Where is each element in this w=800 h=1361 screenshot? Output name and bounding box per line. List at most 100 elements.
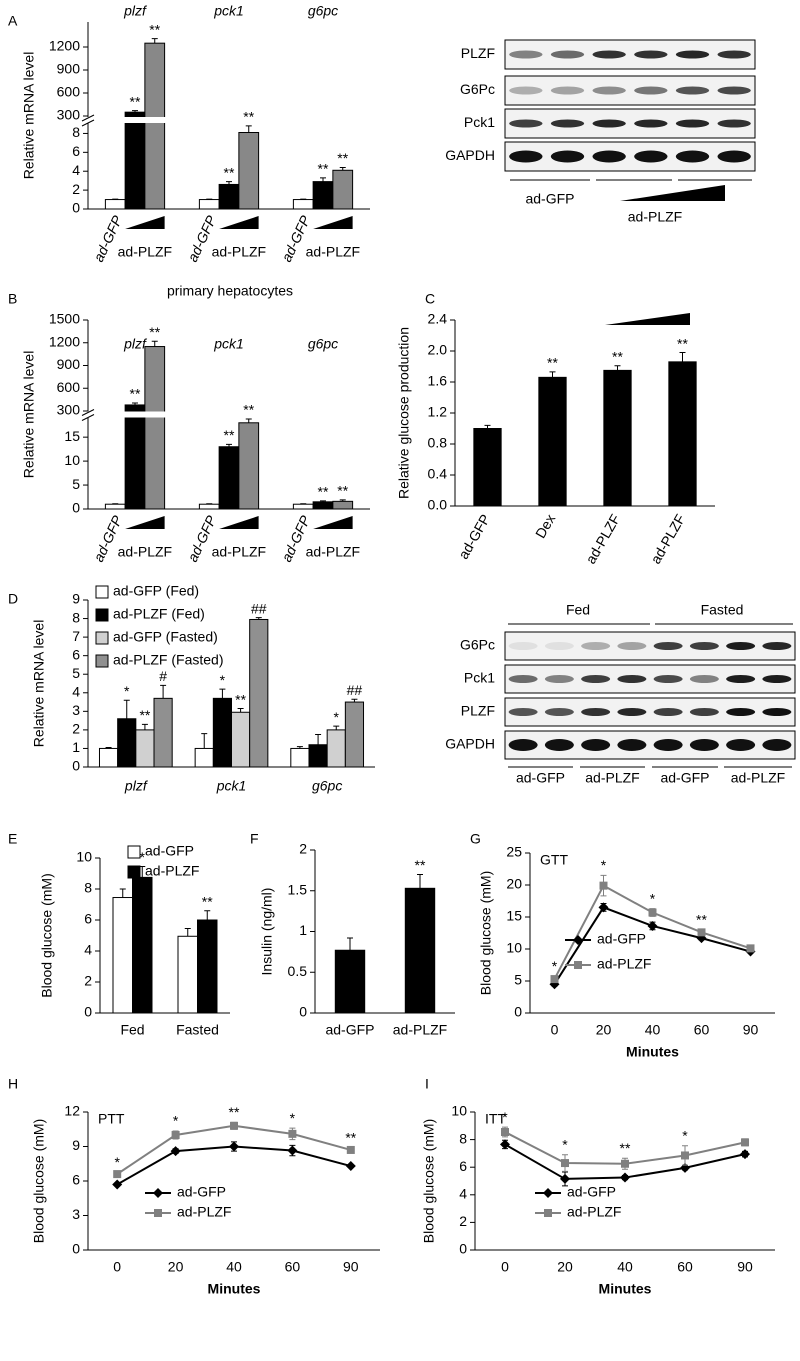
- blot-band: [634, 86, 668, 95]
- y-tick-label: 1.2: [428, 404, 448, 420]
- significance: ##: [251, 600, 267, 616]
- bar: [144, 42, 166, 210]
- blot-band: [592, 86, 626, 95]
- legend-swatch: [95, 585, 109, 599]
- blot-band: [717, 150, 751, 163]
- point: [573, 935, 583, 945]
- y-tick-label: 15: [64, 428, 80, 444]
- bar: [238, 422, 260, 510]
- bar: [312, 181, 334, 210]
- bar: [197, 919, 218, 1014]
- blot-row-label: PLZF: [461, 703, 495, 719]
- blot-band: [653, 675, 683, 683]
- legend-label: ad-GFP: [567, 1184, 616, 1200]
- point: [229, 1141, 239, 1152]
- axis-break-mark: [81, 114, 95, 127]
- y-axis-label: Insulin (ng/ml): [259, 888, 275, 976]
- dose-ramp: [620, 185, 725, 201]
- significance: **: [229, 1104, 240, 1120]
- blot-band: [717, 50, 751, 59]
- lane-label: ad-GFP: [525, 191, 574, 207]
- blot-band: [550, 86, 585, 95]
- y-tick-label: 4: [72, 683, 80, 699]
- y-tick-label: 6: [459, 1158, 467, 1174]
- error-bar: [351, 698, 358, 703]
- y-tick-label: 900: [57, 356, 81, 372]
- blot-band: [689, 739, 719, 751]
- panel-letter: C: [425, 291, 435, 307]
- blot-band: [653, 708, 683, 716]
- x-tick-label: 20: [168, 1259, 184, 1275]
- y-tick-label: 900: [57, 61, 81, 77]
- y-tick-label: 6: [72, 646, 80, 662]
- point: [599, 881, 608, 890]
- x-tick-label: 90: [343, 1259, 359, 1275]
- blot-row-label: G6Pc: [460, 637, 495, 653]
- blot-band: [544, 739, 574, 751]
- bar: [292, 199, 314, 210]
- y-tick-label: 8: [72, 609, 80, 625]
- legend-label: ad-PLZF (Fed): [113, 606, 205, 622]
- error-bar: [151, 38, 158, 44]
- y-tick-label: 1: [72, 739, 80, 755]
- significance: **: [337, 483, 348, 499]
- error-bar: [296, 746, 303, 749]
- error-bar: [184, 928, 191, 937]
- y-tick-label: 1.6: [428, 373, 448, 389]
- blot-band: [592, 150, 626, 163]
- lane-label: ad-GFP: [516, 770, 565, 786]
- point: [544, 1209, 552, 1217]
- bar: [212, 697, 232, 768]
- blot-band: [544, 642, 574, 650]
- significance: **: [696, 912, 707, 928]
- blot-band: [726, 642, 756, 650]
- y-tick-label: 600: [57, 84, 81, 100]
- blot-band: [675, 150, 710, 163]
- bar: [312, 501, 334, 510]
- point: [648, 908, 657, 917]
- y-tick-label: 7: [72, 628, 80, 644]
- point: [112, 1179, 123, 1190]
- significance: *: [220, 672, 226, 688]
- error-bar: [201, 733, 208, 749]
- point: [620, 1172, 630, 1183]
- blot-band: [550, 50, 585, 59]
- blot-row-label: GAPDH: [445, 147, 495, 163]
- y-tick-label: 10: [506, 940, 522, 956]
- blot-band: [550, 150, 585, 163]
- group-label: Fed: [566, 602, 590, 618]
- x-tick-label: pck1: [213, 3, 244, 19]
- y-tick-label: 10: [64, 452, 80, 468]
- point: [170, 1146, 181, 1157]
- significance: *: [124, 683, 130, 699]
- x-tick-label: 40: [617, 1259, 633, 1275]
- y-tick-label: 0: [459, 1241, 467, 1257]
- y-tick-label: 2.4: [428, 311, 448, 327]
- x-axis-label: Minutes: [208, 1281, 261, 1297]
- significance: *: [682, 1128, 688, 1144]
- point: [574, 961, 582, 969]
- blot-band: [508, 642, 538, 650]
- point: [697, 928, 706, 937]
- blot-band: [634, 50, 668, 59]
- error-bar: [151, 340, 158, 347]
- blot-band: [617, 675, 647, 683]
- significance: **: [612, 348, 623, 364]
- y-tick-label: 1: [299, 922, 307, 938]
- significance: *: [601, 857, 607, 873]
- blot-band: [509, 150, 543, 163]
- bar: [153, 697, 173, 768]
- y-tick-label: 6: [84, 911, 92, 927]
- y-tick-label: 3: [72, 702, 80, 718]
- error-bar: [320, 500, 326, 502]
- error-bar: [333, 725, 340, 730]
- y-tick-label: 9: [72, 591, 80, 607]
- axis-break-mark: [81, 409, 95, 421]
- blot-band: [592, 119, 626, 128]
- y-tick-label: 3: [72, 1206, 80, 1222]
- significance: #: [159, 668, 167, 684]
- error-bar: [132, 110, 138, 113]
- y-axis-label: Blood glucose (mM): [31, 1119, 47, 1244]
- x-tick-label: plzf: [124, 778, 149, 794]
